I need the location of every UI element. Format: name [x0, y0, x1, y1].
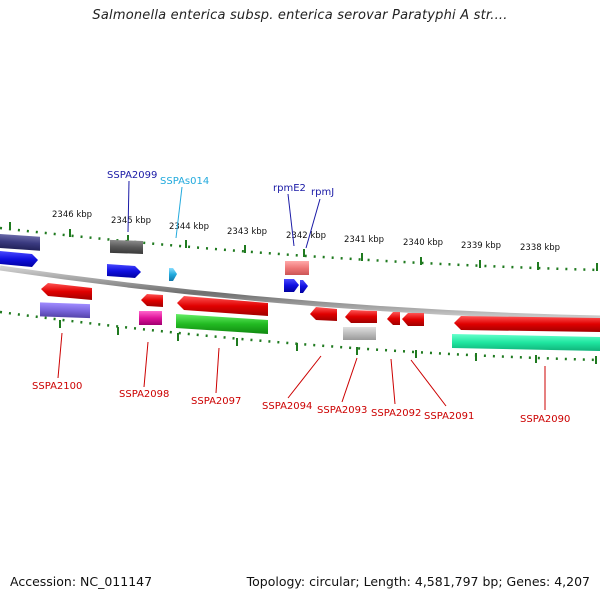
kbp-label: 2339 kbp: [461, 241, 501, 251]
gene-block-pink[interactable]: [285, 261, 309, 275]
gene-arrow-blue[interactable]: [0, 251, 38, 267]
gene-label-rpmJ[interactable]: rpmJ: [311, 187, 334, 198]
gene-label-SSPA2094[interactable]: SSPA2094: [262, 401, 312, 412]
gene-label-SSPA2091[interactable]: SSPA2091: [424, 411, 474, 422]
gene-label-SSPA2098[interactable]: SSPA2098: [119, 389, 169, 400]
gene-block-purple[interactable]: [40, 302, 90, 319]
gene-arrow-blue[interactable]: [107, 264, 141, 278]
gene-label-SSPA2090[interactable]: SSPA2090: [520, 414, 570, 425]
kbp-label: 2340 kbp: [403, 238, 443, 248]
kbp-label: 2345 kbp: [111, 216, 151, 226]
gene-arrow-red[interactable]: [177, 296, 268, 316]
gene-label-SSPA2100[interactable]: SSPA2100: [32, 381, 82, 392]
gene-arrow-red[interactable]: [310, 307, 337, 321]
gene-arrow-red[interactable]: [345, 310, 377, 323]
upper-gene-labels: SSPA2099 SSPAs014 rpmE2 rpmJ: [107, 170, 334, 198]
kbp-label: 2338 kbp: [520, 243, 560, 253]
gene-label-SSPA2092[interactable]: SSPA2092: [371, 408, 421, 419]
lower-gene-labels: SSPA2100 SSPA2098 SSPA2097 SSPA2094 SSPA…: [32, 381, 570, 425]
gene-arrow-red[interactable]: [387, 312, 400, 325]
gene-block-magenta[interactable]: [139, 311, 162, 325]
gene-block-navy[interactable]: [0, 234, 40, 251]
upper-features: [0, 234, 309, 293]
gene-arrow-red[interactable]: [141, 294, 163, 307]
gene-block-green[interactable]: [176, 314, 268, 334]
gene-label-rpmE2[interactable]: rpmE2: [273, 183, 306, 194]
gene-arrow-red[interactable]: [41, 283, 92, 300]
genome-backbone: [0, 265, 600, 321]
gene-label-SSPA2097[interactable]: SSPA2097: [191, 396, 241, 407]
gene-block-gray[interactable]: [110, 239, 143, 254]
gene-block-lightgray[interactable]: [343, 327, 376, 340]
kbp-label: 2342 kbp: [286, 231, 326, 241]
gene-arrow-red[interactable]: [402, 313, 424, 326]
lower-callouts: [57, 332, 546, 410]
lower-major-ticks: [59, 320, 597, 364]
kbp-labels: 2346 kbp 2345 kbp 2344 kbp 2343 kbp 2342…: [52, 210, 560, 253]
kbp-label: 2344 kbp: [169, 222, 209, 232]
gene-label-SSPA2099[interactable]: SSPA2099: [107, 170, 157, 181]
page-title: Salmonella enterica subsp. enterica sero…: [92, 8, 508, 23]
accession-text: Accession: NC_011147: [10, 574, 153, 589]
kbp-label: 2346 kbp: [52, 210, 92, 220]
kbp-label: 2343 kbp: [227, 227, 267, 237]
kbp-label: 2341 kbp: [344, 235, 384, 245]
gene-label-SSPAs014[interactable]: SSPAs014: [160, 176, 209, 187]
upper-callouts: [127, 180, 321, 249]
gene-arrow-cyan[interactable]: [169, 268, 177, 281]
gene-label-SSPA2093[interactable]: SSPA2093: [317, 405, 367, 416]
lower-features: [40, 283, 600, 351]
genome-summary-text: Topology: circular; Length: 4,581,797 bp…: [246, 574, 590, 589]
gene-arrow-blue[interactable]: [284, 279, 299, 292]
gene-arrow-red[interactable]: [454, 316, 600, 332]
gene-arrow-blue[interactable]: [300, 280, 308, 293]
gene-block-aqua[interactable]: [452, 334, 600, 351]
